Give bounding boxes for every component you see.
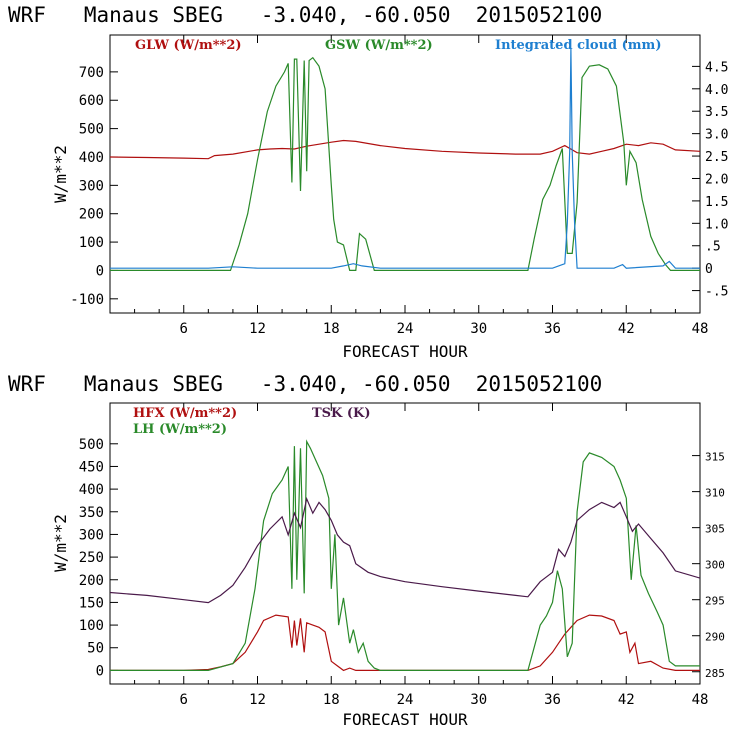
y2-tick-label: 4.5 <box>705 60 728 75</box>
x-tick-label: 12 <box>249 692 266 708</box>
legend-entry-3: Integrated cloud (mm) <box>495 38 661 53</box>
series-line-3 <box>110 496 700 604</box>
y-tick-label: 400 <box>79 482 104 498</box>
y-tick-label: 450 <box>79 459 104 475</box>
chart-title-bottom: WRF Manaus SBEG -3.040, -60.050 20150521… <box>8 372 603 396</box>
y-axis-title: W/m**2 <box>51 145 70 203</box>
x-tick-label: 42 <box>618 692 635 708</box>
y2-tick-label: 0 <box>705 262 713 277</box>
series-line-2 <box>110 56 700 271</box>
y-tick-label: 100 <box>79 618 104 634</box>
legend-entry-2: LH (W/m**2) <box>133 422 227 437</box>
legend-entry-1: GLW (W/m**2) <box>135 38 242 53</box>
y2-tick-label: -.5 <box>705 285 728 300</box>
y2-tick-label: 285 <box>705 667 725 680</box>
y-tick-label: 300 <box>79 527 104 543</box>
y2-tick-label: 295 <box>705 595 725 608</box>
chart-1: 6 12 18 24 30 36 42 48 -100 0 100 200 300 400 500 600 70… <box>51 34 728 361</box>
x-tick-label: 36 <box>544 692 561 708</box>
y2-tick-label: 2.5 <box>705 150 728 165</box>
y2-tick-label: 315 <box>705 451 725 464</box>
series-line-3 <box>110 48 700 269</box>
x-tick-label: 24 <box>397 692 414 708</box>
y-tick-label: 700 <box>79 65 104 81</box>
chart-title-top: WRF Manaus SBEG -3.040, -60.050 20150521… <box>8 3 603 27</box>
y2-tick-label: 300 <box>705 559 725 572</box>
x-tick-label: 48 <box>692 692 709 708</box>
x-tick-label: 18 <box>323 321 340 337</box>
series-line-1 <box>110 139 700 160</box>
y2-tick-label: .5 <box>705 240 721 255</box>
y2-tick-label: 3.5 <box>705 105 728 120</box>
x-axis-title: FORECAST HOUR <box>342 710 468 729</box>
series-line-2 <box>110 439 700 672</box>
series-line-1 <box>110 614 700 672</box>
y-tick-label: 100 <box>79 235 104 251</box>
y-tick-label: -100 <box>70 292 104 308</box>
legend-entry-3: TSK (K) <box>312 406 371 421</box>
y2-tick-label: 305 <box>705 523 725 536</box>
y-tick-label: 150 <box>79 595 104 611</box>
x-tick-label: 6 <box>180 321 188 337</box>
y2-tick-label: 2.0 <box>705 172 728 187</box>
y2-tick-label: 3.0 <box>705 128 728 143</box>
legend-entry-2: GSW (W/m**2) <box>325 38 433 53</box>
x-tick-label: 6 <box>180 692 188 708</box>
chart-2: 6 12 18 24 30 36 42 48 0 50 100 150 200 250 300 350 400 4… <box>51 402 725 729</box>
y-tick-label: 300 <box>79 178 104 194</box>
y2-tick-label: 4.0 <box>705 83 728 98</box>
y-tick-label: 600 <box>79 93 104 109</box>
x-tick-label: 48 <box>692 321 709 337</box>
y-tick-label: 500 <box>79 122 104 138</box>
y-tick-label: 200 <box>79 573 104 589</box>
y-tick-label: 350 <box>79 505 104 521</box>
x-tick-label: 30 <box>470 321 487 337</box>
x-axis-title: FORECAST HOUR <box>342 342 468 361</box>
plot-frame <box>109 402 701 685</box>
y-tick-label: 0 <box>96 263 104 279</box>
y2-tick-label: 1.0 <box>705 217 728 232</box>
x-tick-label: 24 <box>397 321 414 337</box>
y-tick-label: 200 <box>79 207 104 223</box>
y-tick-label: 500 <box>79 437 104 453</box>
x-tick-label: 30 <box>470 692 487 708</box>
y2-tick-label: 290 <box>705 631 725 644</box>
y-axis-title: W/m**2 <box>51 514 70 572</box>
x-tick-label: 18 <box>323 692 340 708</box>
x-tick-label: 42 <box>618 321 635 337</box>
y-tick-label: 250 <box>79 550 104 566</box>
legend-entry-1: HFX (W/m**2) <box>133 406 237 421</box>
x-tick-label: 12 <box>249 321 266 337</box>
x-tick-label: 36 <box>544 321 561 337</box>
y-tick-label: 400 <box>79 150 104 166</box>
y2-tick-label: 310 <box>705 487 725 500</box>
y-tick-label: 0 <box>96 663 104 679</box>
y-tick-label: 50 <box>87 641 104 657</box>
y2-tick-label: 1.5 <box>705 195 728 210</box>
